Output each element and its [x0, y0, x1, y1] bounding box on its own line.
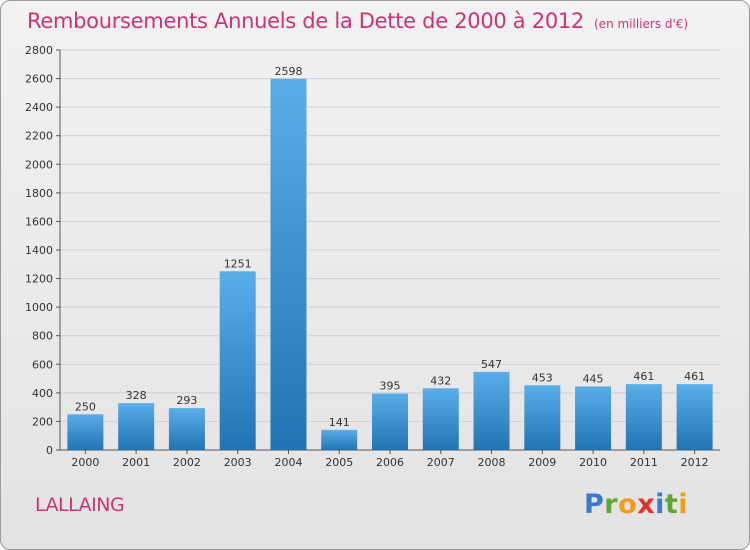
bar-value-label: 453 [532, 371, 553, 384]
x-tick-label: 2011 [630, 456, 658, 469]
bar-value-label: 250 [75, 400, 96, 413]
bar-value-label: 1251 [224, 257, 252, 270]
y-tick-label: 1800 [25, 187, 53, 200]
proxiti-logo: Proxiti [584, 489, 688, 520]
bar [473, 371, 510, 450]
bar-value-label: 395 [380, 380, 401, 393]
x-tick-label: 2007 [427, 456, 455, 469]
commune-name: LALLAING [35, 494, 125, 516]
y-tick-label: 2600 [25, 73, 53, 86]
y-tick-label: 1400 [25, 244, 53, 257]
logo-letter: i [655, 489, 665, 520]
x-tick-label: 2006 [376, 456, 404, 469]
y-tick-label: 1600 [25, 215, 53, 228]
logo-letter: r [604, 489, 619, 520]
bar [118, 403, 155, 450]
bar [321, 429, 358, 450]
x-tick-label: 2009 [528, 456, 556, 469]
bar-value-label: 461 [633, 370, 654, 383]
logo-letter: t [664, 489, 679, 520]
chart-title: Remboursements Annuels de la Dette de 20… [27, 9, 688, 33]
y-tick-label: 600 [32, 358, 53, 371]
y-tick-label: 2400 [25, 101, 53, 114]
bar-value-label: 432 [430, 374, 451, 387]
chart-unit-note: (en milliers d'€) [594, 17, 689, 31]
bar-value-label: 461 [684, 370, 705, 383]
y-tick-label: 1000 [25, 301, 53, 314]
bar [372, 393, 408, 450]
bar [625, 384, 662, 450]
x-tick-label: 2001 [122, 456, 150, 469]
bar-value-label: 547 [481, 358, 502, 371]
y-tick-label: 400 [32, 387, 53, 400]
bar [422, 388, 459, 450]
bar [168, 408, 205, 450]
x-tick-label: 2002 [173, 456, 201, 469]
x-tick-label: 2010 [579, 456, 607, 469]
bar-value-label: 328 [126, 389, 147, 402]
bar-value-label: 445 [583, 372, 604, 385]
bar [67, 414, 104, 450]
y-tick-label: 200 [32, 415, 53, 428]
x-tick-label: 2008 [478, 456, 506, 469]
logo-letter: x [637, 489, 656, 520]
bar [575, 386, 612, 450]
x-tick-label: 2000 [71, 456, 99, 469]
y-tick-label: 2000 [25, 158, 53, 171]
logo-letter: P [584, 489, 605, 520]
x-tick-label: 2003 [224, 456, 252, 469]
bar-value-label: 141 [329, 416, 350, 429]
bar-value-label: 293 [176, 394, 197, 407]
bar [219, 271, 256, 450]
y-tick-label: 0 [46, 444, 53, 457]
bar [676, 384, 713, 450]
bar-value-label: 2598 [274, 65, 302, 78]
chart-title-main: Remboursements Annuels de la Dette de 20… [27, 9, 584, 33]
bar [270, 78, 307, 450]
y-tick-label: 800 [32, 330, 53, 343]
y-tick-label: 1200 [25, 273, 53, 286]
logo-letter: i [678, 489, 689, 520]
x-tick-label: 2005 [325, 456, 353, 469]
y-tick-label: 2200 [25, 130, 53, 143]
bar [524, 385, 561, 450]
y-tick-label: 2800 [25, 44, 53, 57]
logo-letter: o [618, 489, 638, 520]
x-tick-label: 2012 [681, 456, 709, 469]
x-tick-label: 2004 [274, 456, 302, 469]
